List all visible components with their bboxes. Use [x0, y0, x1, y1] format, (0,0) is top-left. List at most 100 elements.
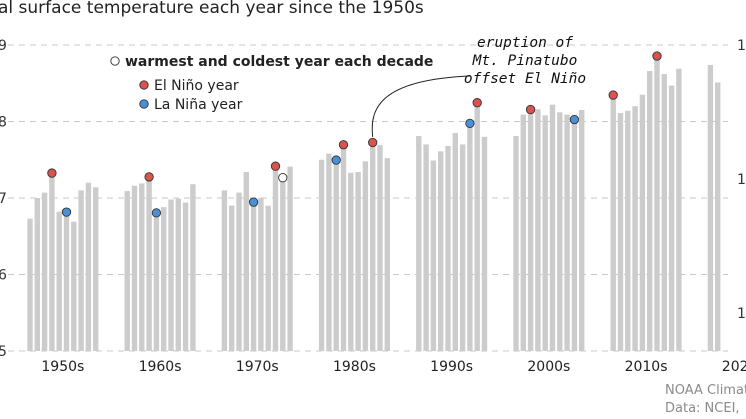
bar-2010: [610, 98, 616, 351]
bar-1965: [161, 207, 167, 351]
decade-label: 1970s: [236, 359, 279, 375]
extreme-year-marker-1978: [278, 173, 288, 183]
bar-2007: [564, 114, 570, 352]
bar-1961: [131, 185, 138, 351]
bar-1984: [348, 172, 354, 351]
bar-1963: [146, 180, 152, 351]
el-nino-marker-2016: [652, 51, 662, 61]
bar-1953: [49, 176, 55, 351]
bar-1995: [452, 132, 458, 351]
bar-1971: [229, 205, 235, 351]
bar-2019: [676, 68, 682, 351]
bar-1962: [139, 183, 145, 351]
bar-2013: [632, 106, 638, 351]
bar-1981: [326, 153, 332, 351]
bar-2000: [513, 136, 519, 351]
bar-1951: [34, 198, 40, 351]
bar-1952: [41, 192, 48, 351]
bar-1992: [430, 160, 437, 351]
bar-1964: [153, 216, 160, 351]
la-nina-marker-1997: [465, 118, 475, 129]
el-nino-marker-1953: [47, 168, 57, 178]
decade-label: 1950s: [41, 359, 84, 375]
bar-2011: [617, 113, 624, 352]
bar-2005: [549, 104, 556, 351]
la-nina-marker-2008: [569, 114, 580, 125]
bar-2004: [542, 115, 548, 351]
bar-2008: [571, 123, 578, 351]
bar-2018: [668, 85, 675, 352]
bar-1977: [272, 169, 279, 351]
legend-marker: [139, 99, 149, 109]
annotation-line: Mt. Pinatubo: [472, 53, 578, 69]
right-tick-label: 1: [737, 38, 746, 54]
bar-2002: [527, 113, 534, 352]
legend-label: La Niña year: [154, 97, 243, 113]
legend: warmest and coldest year each decade El N…: [110, 54, 433, 113]
bar-1998: [474, 106, 480, 351]
bar-2009: [579, 110, 585, 352]
bar-2021: [715, 82, 721, 352]
bar-1989: [384, 158, 390, 351]
bar-1957: [78, 190, 84, 351]
bar-2015: [647, 71, 653, 351]
source-line-2: Data: NCEI,: [665, 401, 740, 416]
la-nina-marker-1982: [331, 155, 341, 165]
left-tick-label: 5: [0, 344, 7, 360]
bar-1987: [370, 145, 376, 351]
decade-label: 1960s: [139, 359, 182, 375]
bar-2012: [625, 110, 631, 351]
bar-1997: [467, 126, 473, 351]
bar-1990: [416, 136, 422, 351]
legend-marker: [139, 80, 149, 90]
bar-1974: [250, 205, 257, 351]
left-tick-label: 6: [0, 268, 7, 284]
bar-1975: [258, 198, 264, 351]
bar-1973: [243, 171, 249, 351]
bar-1960: [124, 191, 130, 351]
bar-1999: [481, 136, 488, 351]
la-nina-marker-1974: [248, 197, 259, 207]
source-line-1: NOAA Climat: [665, 383, 746, 398]
bar-1967: [175, 198, 181, 351]
bar-1968: [182, 202, 189, 351]
annotation-line: eruption of: [477, 35, 573, 51]
bars: [27, 59, 721, 352]
bar-1966: [168, 199, 174, 351]
left-tick-label: 8: [0, 115, 7, 131]
decade-label: 1990s: [430, 359, 473, 375]
bar-1991: [423, 144, 429, 351]
right-tick-label: 1: [737, 172, 746, 188]
bar-1955: [63, 215, 70, 351]
left-tick-label: 7: [0, 191, 7, 207]
bar-1982: [333, 163, 339, 351]
grid-lines: [8, 44, 728, 352]
el-nino-marker-1998: [472, 98, 482, 108]
year-markers: [47, 51, 662, 218]
pinatubo-annotation: eruption of Mt. Pinatubo offset El Niño: [371, 35, 586, 138]
bar-2017: [661, 74, 667, 351]
bar-1994: [445, 145, 451, 351]
bar-1976: [265, 205, 271, 351]
el-nino-marker-1977: [270, 161, 281, 171]
legend-label: El Niño year: [154, 78, 239, 94]
bar-1950: [27, 218, 33, 351]
el-nino-marker-1987: [368, 137, 378, 148]
bar-1979: [287, 166, 293, 351]
bar-1954: [56, 211, 62, 351]
la-nina-marker-1964: [151, 208, 162, 218]
el-nino-marker-1983: [338, 140, 349, 150]
bar-2001: [520, 114, 526, 352]
annotation-leader-line: [371, 75, 471, 138]
bar-1970: [221, 190, 228, 351]
decade-label: 2000s: [527, 359, 570, 375]
annotation-line: offset El Niño: [464, 71, 586, 87]
legend-label: warmest and coldest year each decade: [125, 54, 433, 70]
el-nino-marker-2002: [525, 104, 536, 115]
left-tick-label: 9: [0, 38, 7, 54]
bar-1959: [93, 187, 99, 351]
bar-1988: [377, 145, 383, 351]
bar-2006: [557, 112, 563, 351]
bar-2020: [707, 64, 714, 351]
